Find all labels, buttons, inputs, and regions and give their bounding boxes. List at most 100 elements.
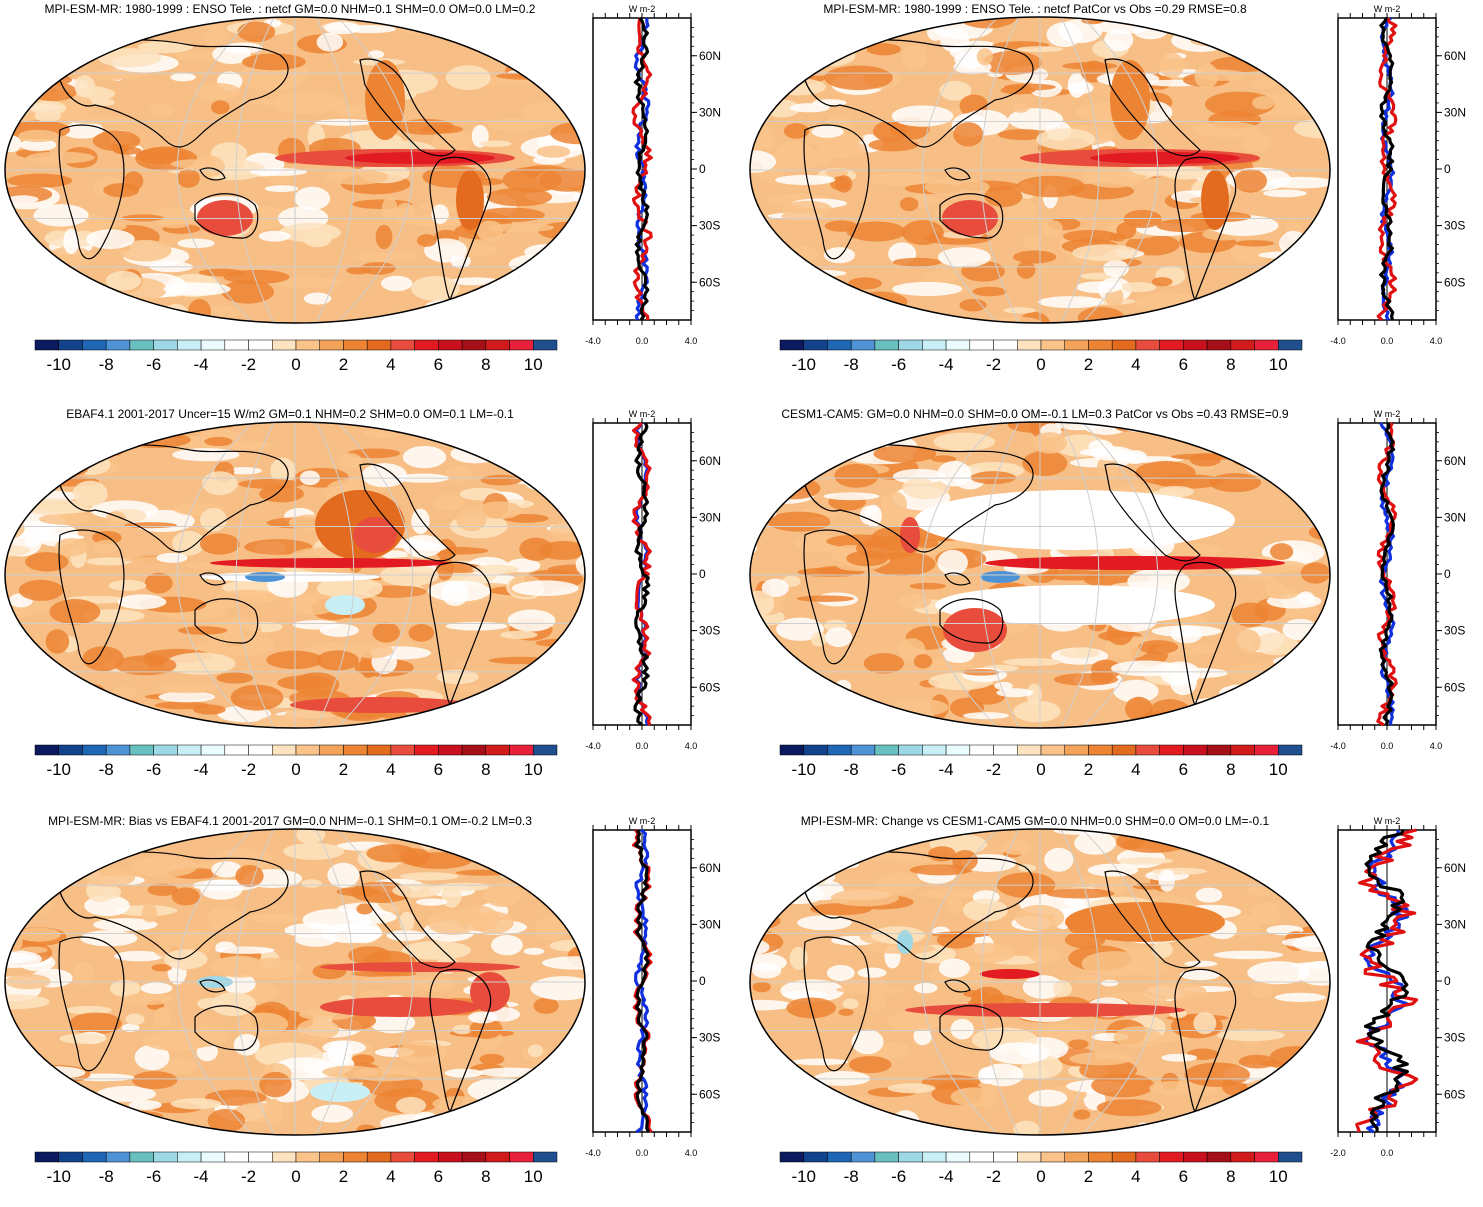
lat-tick-label: 0 xyxy=(1444,162,1451,176)
x-tick-label: -4.0 xyxy=(1330,741,1346,751)
colorbar-swatch xyxy=(153,1151,178,1163)
zonal-mean-profile: W m-2 60N 30N 0 30S 60S -4.0 0.0 4.0 xyxy=(585,409,721,751)
colorbar-swatch xyxy=(945,744,971,756)
lat-tick-label: 60S xyxy=(699,680,720,694)
colorbar-label: -6 xyxy=(146,1167,161,1186)
lat-tick-label: 30S xyxy=(699,1031,720,1045)
x-tick-label: 4.0 xyxy=(1430,741,1443,751)
colorbar-swatch xyxy=(922,339,947,351)
lat-tick-label: 30N xyxy=(699,917,721,931)
colorbar-label: 0 xyxy=(1036,1167,1045,1186)
colorbar-swatch xyxy=(1206,744,1232,756)
colorbar-swatch xyxy=(390,1151,415,1163)
colorbar-swatch xyxy=(1040,744,1065,756)
lat-tick-label: 0 xyxy=(1444,974,1451,988)
colorbar-label: 0 xyxy=(291,355,300,374)
colorbar-label: -4 xyxy=(939,760,954,779)
colorbar-label: 8 xyxy=(1226,760,1235,779)
lat-tick-label: 60N xyxy=(699,861,721,875)
colorbar-label: -4 xyxy=(194,760,209,779)
colorbar-swatch xyxy=(803,744,828,756)
colorbar-label: -4 xyxy=(939,1167,954,1186)
colorbar-label: 2 xyxy=(339,1167,348,1186)
profile-line-diff xyxy=(633,17,650,321)
colorbar-swatch xyxy=(295,1151,320,1163)
zonal-mean-profile: W m-2 60N 30N 0 30S 60S -4.0 0.0 4.0 xyxy=(1330,4,1466,346)
colorbar-swatch xyxy=(803,339,828,351)
panel-title: CESM1-CAM5: GM=0.0 NHM=0.0 SHM=0.0 OM=-0… xyxy=(781,407,1289,421)
lat-tick-label: 30S xyxy=(1444,624,1465,638)
colorbar-swatch xyxy=(58,339,83,351)
colorbar-swatch xyxy=(485,1151,510,1163)
colorbar-swatch xyxy=(272,339,297,351)
robinson-map xyxy=(4,16,586,324)
colorbar-label: 10 xyxy=(1269,1167,1288,1186)
colorbar-label: 4 xyxy=(386,760,395,779)
colorbar-label: 10 xyxy=(524,355,543,374)
colorbar-swatch xyxy=(509,744,534,756)
colorbar-label: 8 xyxy=(1226,1167,1235,1186)
lat-tick-label: 60N xyxy=(699,454,721,468)
colorbar: -10 -8 -6 -4 -2 0 2 4 6 8 10 xyxy=(779,744,1303,779)
colorbar-label: 8 xyxy=(481,355,490,374)
colorbar-swatch xyxy=(272,1151,297,1163)
panel-title: MPI-ESM-MR: Change vs CESM1-CAM5 GM=0.0 … xyxy=(800,814,1270,828)
x-tick-label: 0.0 xyxy=(1381,1148,1394,1158)
colorbar-swatch xyxy=(343,1151,368,1163)
colorbar-swatch xyxy=(438,744,463,756)
colorbar-label: -4 xyxy=(194,1167,209,1186)
panel-title: MPI-ESM-MR: 1980-1999 : ENSO Tele. : net… xyxy=(44,2,536,16)
lat-tick-label: 60S xyxy=(699,275,720,289)
colorbar-swatch xyxy=(1088,339,1113,351)
colorbar-label: 4 xyxy=(386,1167,395,1186)
panel-4: MPI-ESM-MR: Bias vs EBAF4.1 2001-2017 GM… xyxy=(0,812,740,1207)
colorbar-swatch xyxy=(1278,339,1303,351)
unit-label: W m-2 xyxy=(1374,409,1401,419)
colorbar-swatch xyxy=(509,339,534,351)
colorbar-label: 10 xyxy=(1269,760,1288,779)
colorbar-label: 0 xyxy=(1036,760,1045,779)
colorbar-swatch xyxy=(779,744,804,756)
colorbar-swatch xyxy=(34,744,59,756)
colorbar-swatch xyxy=(1230,1151,1255,1163)
colorbar-swatch xyxy=(129,1151,154,1163)
panel-graphic: -10 -8 -6 -4 -2 0 2 4 6 8 10 W m-2 60N 30N 0 30S 60S -4.0… xyxy=(4,4,721,374)
panel-graphic: -10 -8 -6 -4 -2 0 2 4 6 8 10 W m-2 60N 30N 0 30S 60S -4.0… xyxy=(4,816,721,1186)
colorbar-label: -2 xyxy=(241,1167,256,1186)
colorbar-swatch xyxy=(1135,1151,1160,1163)
colorbar-label: -6 xyxy=(891,760,906,779)
x-tick-label: 4.0 xyxy=(1430,336,1443,346)
colorbar-swatch xyxy=(1183,744,1208,756)
colorbar: -10 -8 -6 -4 -2 0 2 4 6 8 10 xyxy=(779,339,1303,374)
colorbar-swatch xyxy=(366,339,392,351)
panel-graphic: -10 -8 -6 -4 -2 0 2 4 6 8 10 W m-2 60N 30N 0 30S 60S -4.0… xyxy=(749,409,1466,779)
colorbar-swatch xyxy=(390,744,415,756)
colorbar-swatch xyxy=(129,744,154,756)
colorbar-swatch xyxy=(224,339,249,351)
lat-tick-label: 30N xyxy=(1444,917,1466,931)
colorbar-label: -2 xyxy=(986,355,1001,374)
profile-line-diff xyxy=(1379,17,1395,321)
colorbar-label: -8 xyxy=(844,355,859,374)
panel-1: MPI-ESM-MR: 1980-1999 : ENSO Tele. : net… xyxy=(745,0,1483,395)
colorbar-swatch xyxy=(922,1151,947,1163)
colorbar-swatch xyxy=(153,744,178,756)
colorbar-label: -8 xyxy=(844,760,859,779)
lat-tick-label: 60N xyxy=(699,49,721,63)
profile-line-model xyxy=(631,422,652,726)
panel-title: EBAF4.1 2001-2017 Uncer=15 W/m2 GM=0.1 N… xyxy=(66,407,514,421)
colorbar-swatch xyxy=(827,1151,852,1163)
x-tick-label: -4.0 xyxy=(1330,336,1346,346)
lat-tick-label: 30S xyxy=(699,219,720,233)
colorbar-swatch xyxy=(200,339,226,351)
colorbar-label: -8 xyxy=(99,355,114,374)
x-tick-label: 0.0 xyxy=(636,336,649,346)
colorbar-swatch xyxy=(343,339,368,351)
colorbar-label: 10 xyxy=(524,1167,543,1186)
lat-tick-label: 30N xyxy=(1444,510,1466,524)
colorbar-swatch xyxy=(438,339,463,351)
colorbar-swatch xyxy=(1159,744,1184,756)
colorbar-label: -2 xyxy=(986,1167,1001,1186)
colorbar-label: -2 xyxy=(986,760,1001,779)
lat-tick-label: 0 xyxy=(699,567,706,581)
